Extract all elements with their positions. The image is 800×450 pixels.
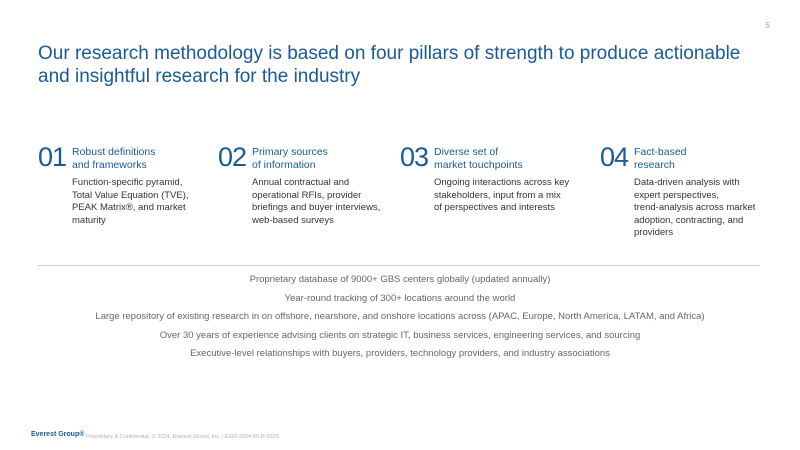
- pillar-number: 01: [38, 142, 67, 172]
- pillar-description: providers: [634, 227, 674, 238]
- pillar-description: Ongoing interactions across key: [434, 177, 570, 188]
- pillar-description: Annual contractual and: [252, 177, 350, 188]
- pillar-description: operational RFIs, provider: [252, 189, 362, 201]
- pillar-description: maturity: [72, 214, 106, 226]
- asset-line: Large repository of existing research in…: [95, 311, 705, 322]
- pillar-heading: and frameworks: [72, 159, 147, 171]
- pillar-description: Data-driven analysis with: [634, 177, 740, 188]
- page-number: 5: [765, 21, 770, 30]
- pillar-heading: Robust definitions: [72, 146, 156, 158]
- pillar-description: PEAK Matrix®, and market: [72, 202, 186, 213]
- pillar-heading: market touchpoints: [434, 159, 523, 171]
- pillar-description: Total Value Equation (TVE),: [72, 189, 189, 201]
- pillar-heading: Primary sources: [252, 146, 328, 158]
- pillar-heading: Fact-based: [634, 146, 687, 158]
- pillar-description: of perspectives and interests: [434, 202, 555, 213]
- slide-title: Our research methodology is based on fou…: [38, 43, 741, 87]
- pillar-heading: Diverse set of: [434, 146, 499, 158]
- divider: [38, 265, 760, 266]
- asset-line: Over 30 years of experience advising cli…: [159, 329, 641, 341]
- asset-line: Executive-level relationships with buyer…: [190, 348, 610, 359]
- asset-line: Proprietary database of 9000+ GBS center…: [249, 274, 551, 285]
- pillar-description: Function-specific pyramid,: [72, 177, 183, 188]
- pillar-number: 03: [400, 142, 429, 172]
- pillar-description: adoption, contracting, and: [634, 214, 744, 226]
- pillar-heading: research: [634, 159, 675, 171]
- pillar-description: stakeholders, input from a mix: [434, 189, 561, 201]
- pillar-number: 04: [600, 142, 629, 172]
- pillar-description: expert perspectives,: [634, 189, 720, 201]
- pillar-description: briefings and buyer interviews,: [252, 202, 381, 213]
- footer-text: Proprietary & Confidential. © 2024, Ever…: [86, 434, 279, 440]
- pillar-description: trend-analysis across market: [634, 202, 756, 213]
- pillar-number: 02: [218, 142, 247, 172]
- asset-line: Year-round tracking of 300+ locations ar…: [284, 292, 516, 304]
- logo: Everest Group®: [31, 431, 85, 438]
- pillar-heading: of information: [252, 159, 316, 171]
- pillar-description: web-based surveys: [252, 214, 334, 226]
